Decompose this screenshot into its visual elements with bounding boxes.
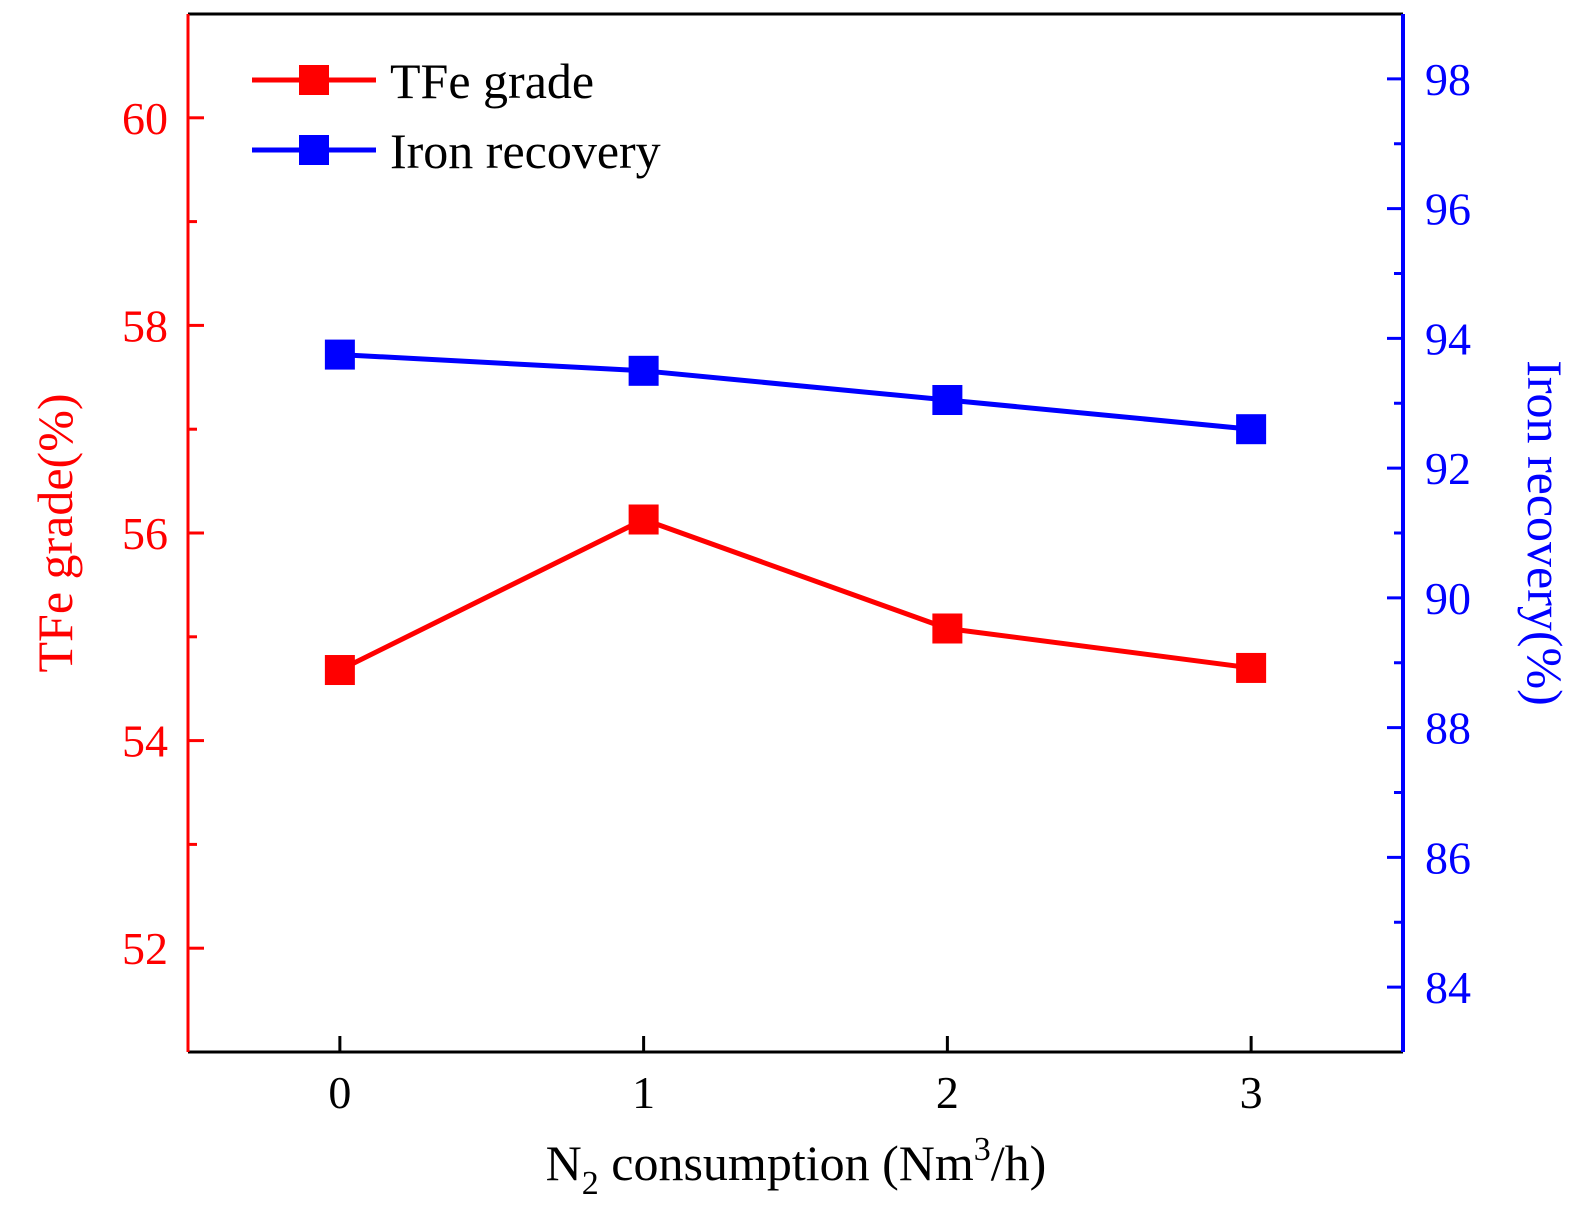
y-right-tick-label: 88: [1425, 703, 1471, 754]
series-line-tfe-grade: [338, 516, 1252, 673]
data-point-iron-recovery: [932, 385, 963, 416]
y-left-tick-label: 60: [122, 93, 168, 144]
x-axis-title-main: N: [546, 1135, 582, 1191]
x-tick-label: 3: [1240, 1067, 1263, 1118]
x-tick-label: 2: [936, 1067, 959, 1118]
x-axis-title: N2 consumption (Nm3/h): [546, 1131, 1047, 1202]
y-right-axis-title: Iron recovery(%): [1517, 360, 1573, 706]
data-point-iron-recovery: [628, 355, 659, 386]
y-left-tick-label: 54: [122, 716, 168, 767]
y-right-tick-label: 98: [1425, 54, 1471, 105]
x-axis-title-middle: consumption (Nm: [599, 1135, 974, 1191]
y-right-tick-label: 90: [1425, 573, 1471, 624]
legend: TFe grade Iron recovery: [252, 53, 661, 179]
data-point-iron-recovery: [324, 339, 355, 370]
data-point-tfe-grade: [932, 613, 963, 644]
y-right-tick-label: 86: [1425, 832, 1471, 883]
legend-label-tfe-grade: TFe grade: [390, 53, 594, 109]
data-point-tfe-grade: [324, 655, 355, 686]
x-tick-label: 1: [632, 1067, 655, 1118]
x-axis-title-subscript: 2: [582, 1165, 599, 1202]
y-left-tick-label: 52: [122, 923, 168, 974]
legend-marker-iron-recovery: [299, 135, 329, 165]
y-right-tick-label: 84: [1425, 962, 1471, 1013]
legend-marker-tfe-grade: [299, 65, 329, 95]
y-right-tick-label: 94: [1425, 313, 1471, 364]
x-tick-label: 0: [328, 1067, 351, 1118]
y-right-tick-label: 96: [1425, 184, 1471, 235]
y-right-tick-label: 92: [1425, 443, 1471, 494]
x-axis-title-superscript: 3: [974, 1131, 991, 1168]
series-line-iron-recovery: [339, 352, 1252, 432]
y-left-tick-label: 56: [122, 508, 168, 559]
data-point-iron-recovery: [1236, 414, 1267, 445]
data-point-tfe-grade: [1236, 652, 1267, 683]
y-left-tick-label: 58: [122, 300, 168, 351]
x-axis-title-tail: /h): [991, 1135, 1047, 1191]
y-left-axis-title: TFe grade(%): [27, 393, 83, 672]
legend-label-iron-recovery: Iron recovery: [390, 123, 661, 179]
data-point-tfe-grade: [628, 504, 659, 535]
